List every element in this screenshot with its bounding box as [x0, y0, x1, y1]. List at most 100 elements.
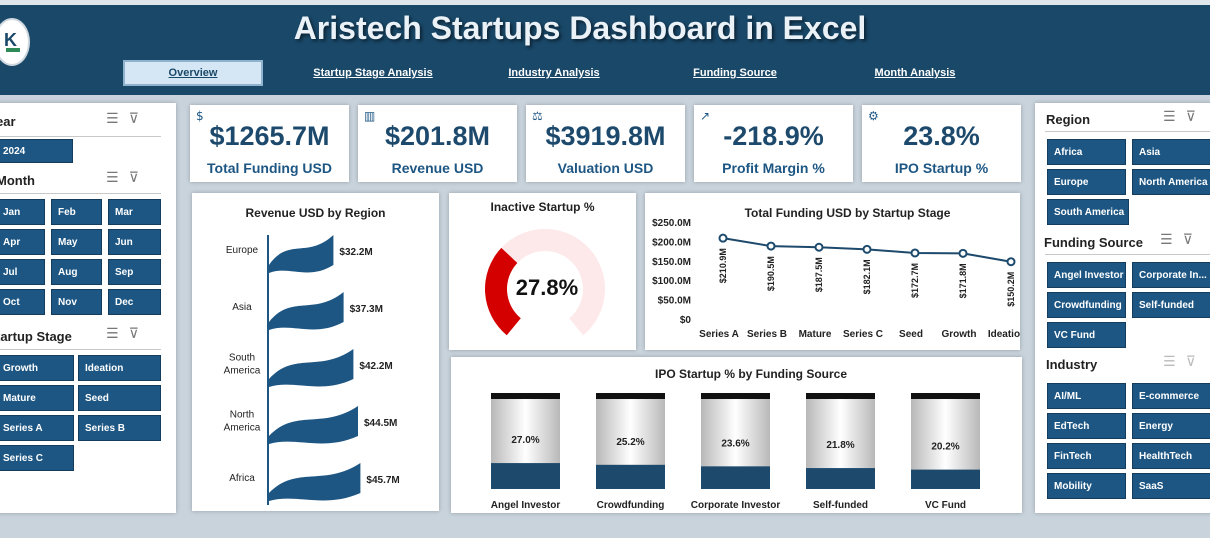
industry-e-commerce-button[interactable]: E-commerce — [1132, 383, 1210, 409]
stage-growth-button[interactable]: Growth — [0, 355, 74, 381]
funding-vc-fund-button[interactable]: VC Fund — [1047, 322, 1126, 348]
x-category-label: Series A — [699, 329, 739, 340]
multi-select-icon[interactable]: ☰ — [106, 326, 119, 342]
month-oct-button[interactable]: Oct — [0, 289, 45, 315]
month-dec-button[interactable]: Dec — [108, 289, 161, 315]
region-bar[interactable] — [269, 292, 344, 330]
multi-select-icon[interactable]: ☰ — [1163, 354, 1176, 370]
funding-point[interactable] — [862, 244, 872, 254]
nav-month-analysis[interactable]: Month Analysis — [874, 67, 956, 79]
funding-point[interactable] — [766, 241, 776, 251]
funding-crowdfunding-button[interactable]: Crowdfunding — [1047, 292, 1126, 318]
month-feb-button[interactable]: Feb — [51, 199, 102, 225]
month-sep-button[interactable]: Sep — [108, 259, 161, 285]
funding-data-label: $190.5M — [766, 256, 776, 291]
logo-bar-icon — [6, 48, 20, 52]
month-jul-button[interactable]: Jul — [0, 259, 45, 285]
region-category-label: South — [229, 353, 255, 364]
month-may-button[interactable]: May — [51, 229, 102, 255]
region-bar[interactable] — [269, 349, 354, 387]
gauge-svg — [485, 229, 605, 336]
region-data-label: $45.7M — [366, 475, 399, 486]
month-mar-button[interactable]: Mar — [108, 199, 161, 225]
clear-filter-icon[interactable]: ⊽ — [1185, 109, 1196, 125]
cylinder-fill[interactable] — [596, 464, 665, 489]
region-europe-button[interactable]: Europe — [1047, 169, 1126, 195]
funding-data-label: $150.2M — [1006, 272, 1016, 307]
region-asia-button[interactable]: Asia — [1132, 139, 1210, 165]
clear-filter-icon[interactable]: ⊽ — [1185, 354, 1196, 370]
kpi-value: -218.9% — [723, 121, 824, 151]
industry-ai-ml-button[interactable]: AI/ML — [1047, 383, 1126, 409]
funding-data-label: $187.5M — [814, 257, 824, 292]
funding-corporate-investor-button[interactable]: Corporate In... — [1132, 262, 1210, 288]
region-bars-svg: Europe $32.2M Asia $37.3M South America $42.2M… — [224, 235, 400, 501]
funding-by-stage-chart: Total Funding USD by Startup Stage $250.… — [645, 193, 1020, 350]
clear-filter-icon[interactable]: ⊽ — [128, 111, 139, 127]
industry-fintech-button[interactable]: FinTech — [1047, 443, 1126, 469]
stage-seed-button[interactable]: Seed — [78, 385, 161, 411]
region-bar[interactable] — [269, 463, 361, 501]
month-jun-button[interactable]: Jun — [108, 229, 161, 255]
region-bar[interactable] — [269, 406, 358, 444]
funding-point[interactable] — [910, 248, 920, 258]
nav-overview[interactable]: Overview — [123, 60, 263, 86]
industry-saas-button[interactable]: SaaS — [1132, 473, 1210, 499]
multi-select-icon[interactable]: ☰ — [106, 170, 119, 186]
cylinder-value-label: 21.8% — [826, 440, 854, 451]
month-apr-button[interactable]: Apr — [0, 229, 45, 255]
funding-point[interactable] — [958, 248, 968, 258]
industry-edtech-button[interactable]: EdTech — [1047, 413, 1126, 439]
month-nov-button[interactable]: Nov — [51, 289, 102, 315]
cylinder-fill[interactable] — [701, 466, 770, 489]
month-aug-button[interactable]: Aug — [51, 259, 102, 285]
gauge-fill[interactable] — [485, 247, 521, 336]
multi-select-icon[interactable]: ☰ — [1163, 109, 1176, 125]
clear-filter-icon[interactable]: ⊽ — [1182, 232, 1193, 248]
cylinder-value-label: 27.0% — [511, 435, 539, 446]
cylinder-cap — [911, 393, 980, 399]
month-jan-button[interactable]: Jan — [0, 199, 45, 225]
funding-angel-investor-button[interactable]: Angel Investor — [1047, 262, 1126, 288]
funding-point[interactable] — [718, 233, 728, 243]
stage-mature-button[interactable]: Mature — [0, 385, 74, 411]
clear-filter-icon[interactable]: ⊽ — [128, 170, 139, 186]
nav-startup-stage-analysis[interactable]: Startup Stage Analysis — [313, 67, 433, 79]
nav-funding-source[interactable]: Funding Source — [693, 67, 777, 79]
industry-energy-button[interactable]: Energy — [1132, 413, 1210, 439]
y-tick-label: $50.0M — [658, 296, 691, 307]
year-2024-button[interactable]: 2024 — [0, 139, 73, 163]
funding-data-label: $210.9M — [718, 248, 728, 283]
kpi-revenue: ▥ $201.8M Revenue USD — [358, 105, 517, 182]
y-tick-label: $0 — [680, 315, 692, 326]
year-slicer-title: ear — [0, 114, 16, 129]
industry-mobility-button[interactable]: Mobility — [1047, 473, 1126, 499]
region-south-america-button[interactable]: South America — [1047, 199, 1129, 225]
funding-point[interactable] — [814, 242, 824, 252]
cylinder-fill[interactable] — [806, 468, 875, 489]
industry-healthtech-button[interactable]: HealthTech — [1132, 443, 1210, 469]
cylinder-cap — [596, 393, 665, 399]
multi-select-icon[interactable]: ☰ — [106, 111, 119, 127]
company-logo: K — [0, 18, 30, 66]
multi-select-icon[interactable]: ☰ — [1160, 232, 1173, 248]
stage-series-c-button[interactable]: Series C — [0, 445, 74, 471]
region-north-america-button[interactable]: North America — [1132, 169, 1210, 195]
kpi-label: Total Funding USD — [207, 160, 332, 176]
cylinder-category-label: Angel Investor — [491, 500, 561, 511]
revenue-by-region-chart: Revenue USD by Region Europe $32.2M Asia $3… — [192, 193, 439, 511]
region-africa-button[interactable]: Africa — [1047, 139, 1126, 165]
inactive-startup-chart: Inactive Startup % 27.8% — [449, 193, 636, 350]
stage-series-b-button[interactable]: Series B — [78, 415, 161, 441]
funding-point[interactable] — [1006, 257, 1016, 267]
nav-industry-analysis[interactable]: Industry Analysis — [508, 67, 600, 79]
stage-series-a-button[interactable]: Series A — [0, 415, 74, 441]
y-tick-label: $150.0M — [652, 257, 691, 268]
region-bar[interactable] — [269, 235, 334, 273]
funding-self-funded-button[interactable]: Self-funded — [1132, 292, 1210, 318]
cylinder-fill[interactable] — [911, 469, 980, 489]
cylinder-fill[interactable] — [491, 463, 560, 489]
stage-ideation-button[interactable]: Ideation — [78, 355, 161, 381]
clear-filter-icon[interactable]: ⊽ — [128, 326, 139, 342]
revenue-icon: ▥ — [364, 109, 376, 123]
